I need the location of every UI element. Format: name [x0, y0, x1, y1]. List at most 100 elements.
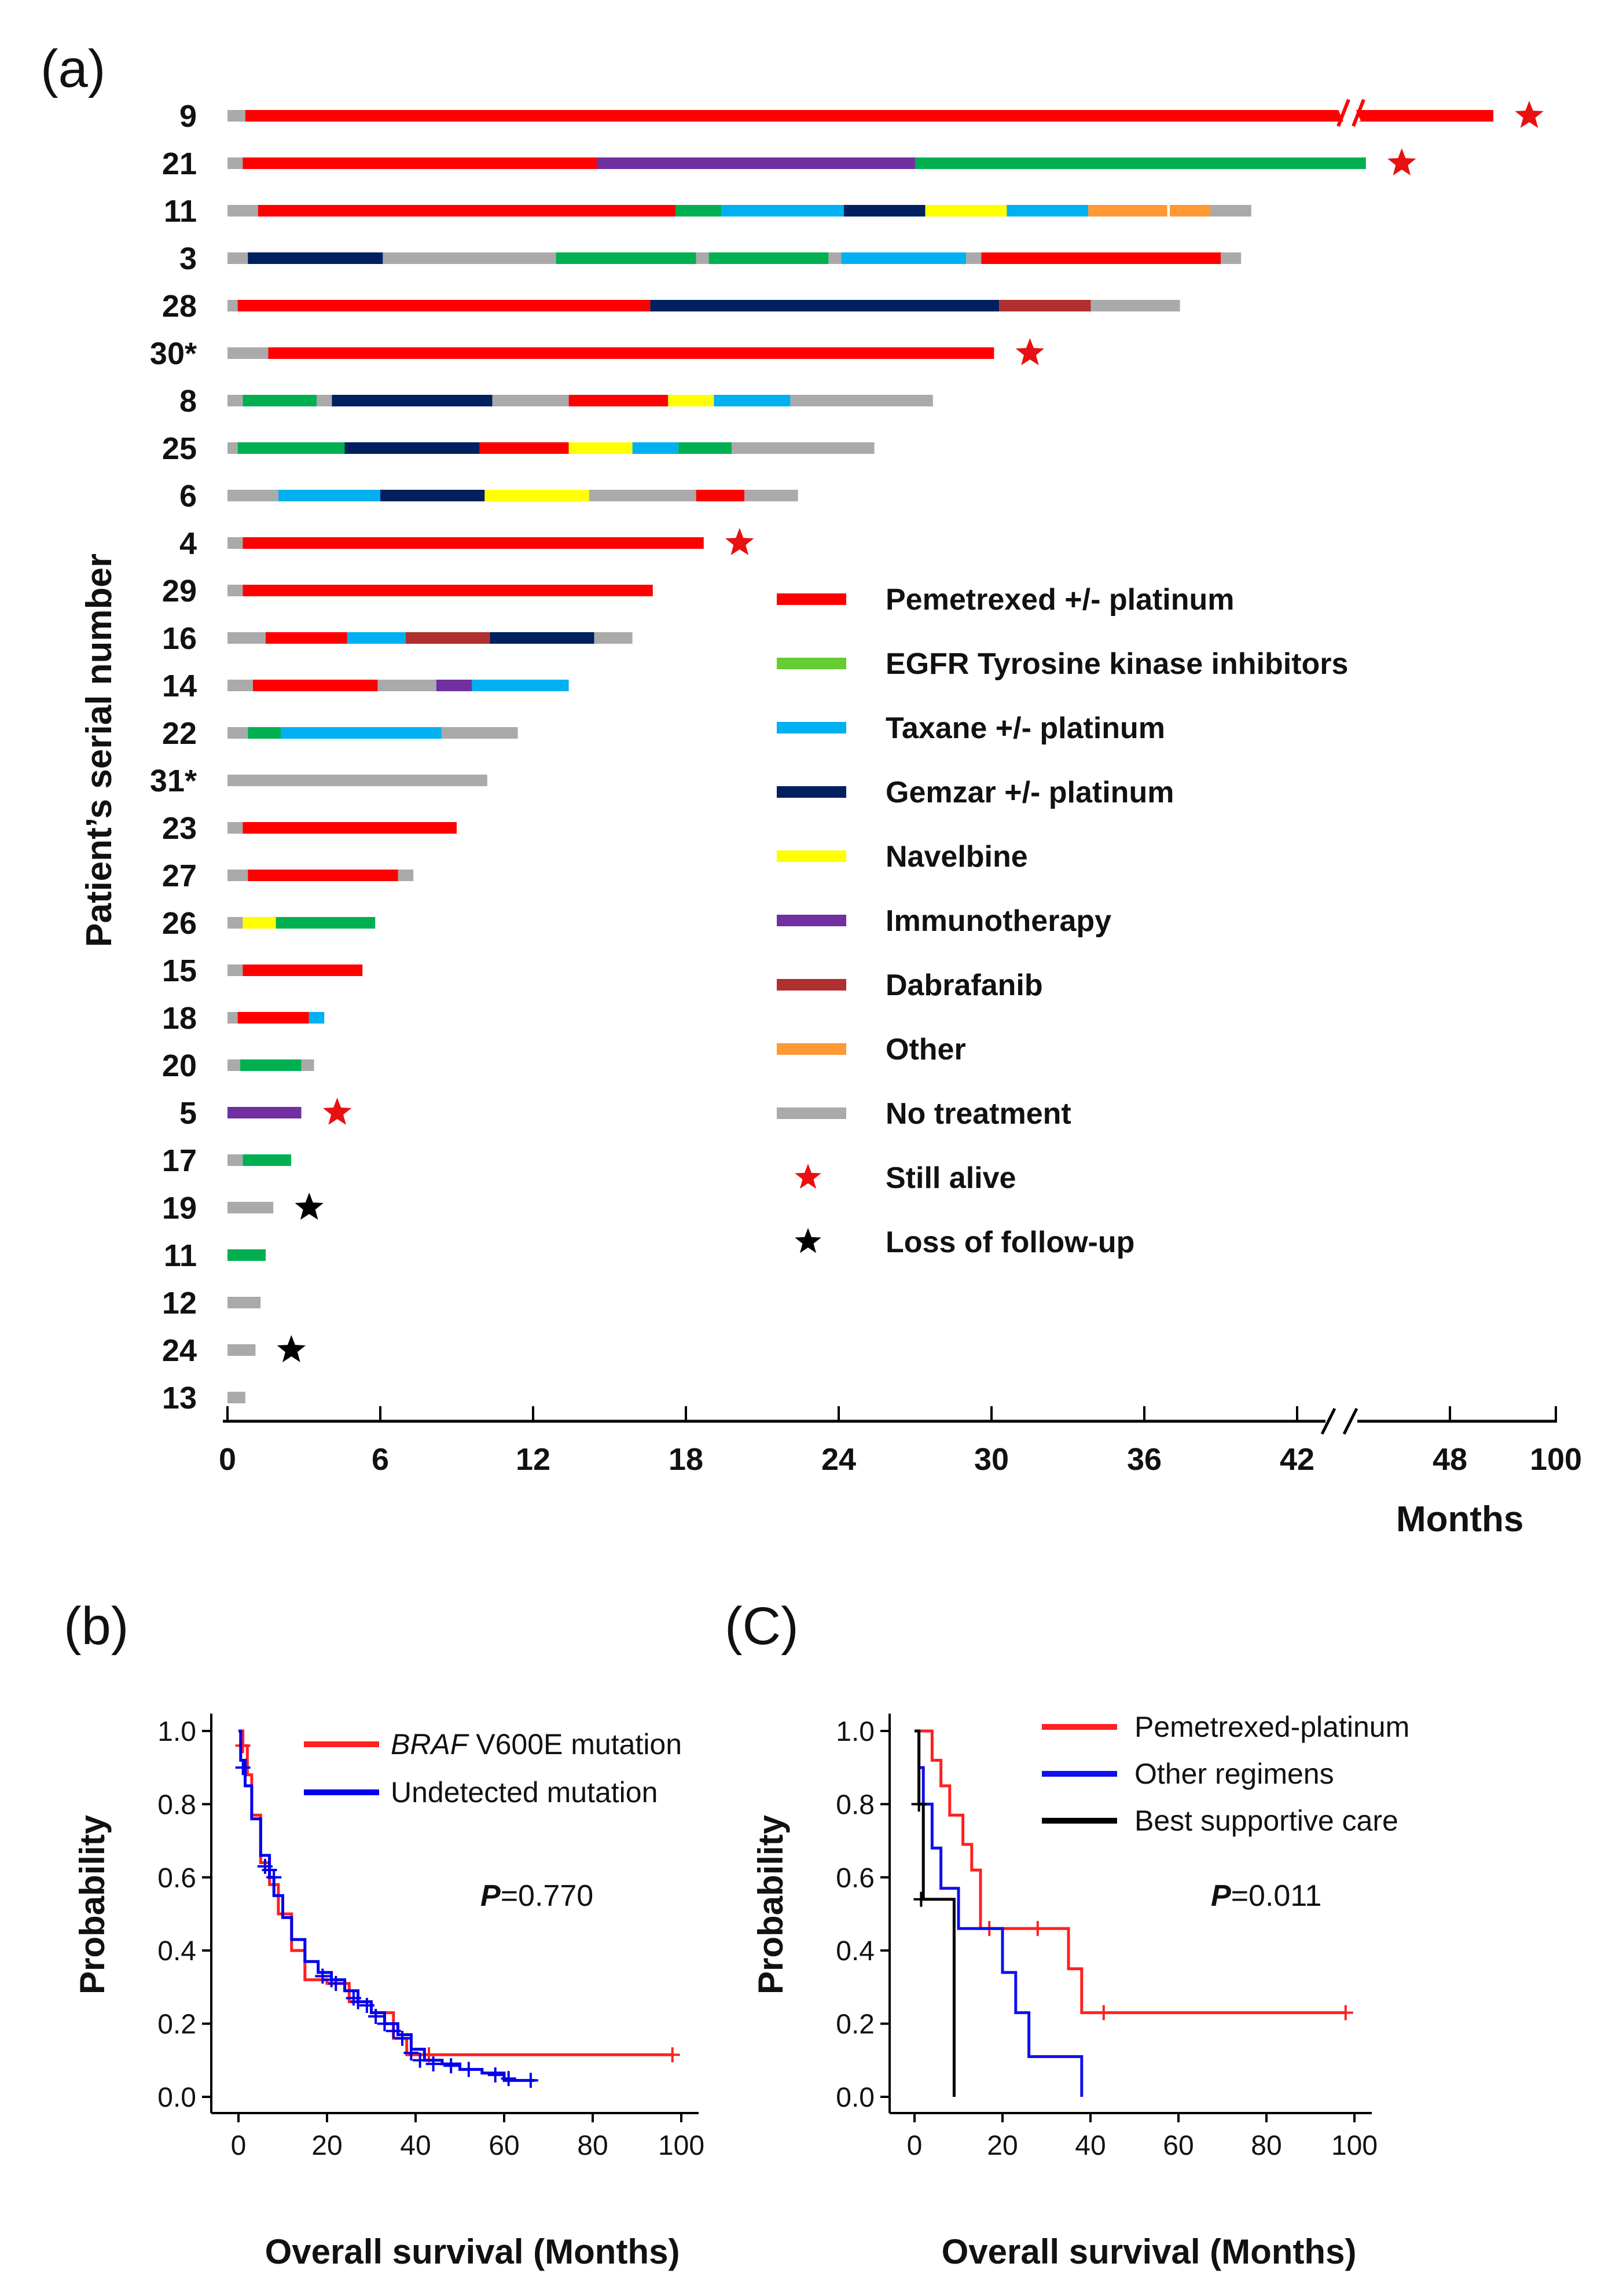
patient-label-23: 23 — [162, 811, 197, 846]
bar-segment-29-1-pemetrexed-platinum — [243, 585, 653, 596]
bar-segment-16-4-gemzar-platinum — [490, 632, 594, 644]
bar-segment-26-0-no-treatment — [227, 917, 243, 929]
bar-segment-18-1-pemetrexed-platinum — [237, 1012, 309, 1024]
patient-label-4: 4 — [179, 526, 197, 561]
bar-segment-27-0-no-treatment — [227, 870, 248, 881]
patient-label-29: 29 — [162, 574, 197, 608]
outcome-markers — [277, 101, 1544, 1362]
bar-segment-31-0-no-treatment — [227, 775, 487, 786]
km-censor-undetected-mutation-9 — [359, 1998, 374, 2013]
bar-segment-22-3-no-treatment — [441, 727, 518, 739]
km-censor-undetected-mutation-18 — [461, 2062, 476, 2077]
km-x-tick-label-20: 20 — [311, 2130, 342, 2161]
panel-a-letter: (a) — [41, 39, 105, 98]
patient-label-8: 8 — [179, 384, 197, 419]
bar-segment-22-1-egfr-tyrosine-kinase-inhibitors — [248, 727, 281, 739]
legend-label-no-treatment: No treatment — [886, 1097, 1071, 1131]
marker-still-alive-5 — [322, 1098, 352, 1125]
bar-segment-3-3-egfr-tyrosine-kinase-inhibitors — [556, 252, 696, 264]
km-p-value-italic: P — [1211, 1879, 1231, 1913]
legend-label-other: Other — [886, 1033, 966, 1066]
km-censor-undetected-mutation-6 — [328, 1976, 344, 1991]
km-x-tick-label-0: 0 — [907, 2130, 923, 2161]
bar-segment-16-0-no-treatment — [227, 632, 266, 644]
axis-break-gap — [1334, 94, 1361, 127]
km-x-tick-label-80: 80 — [1251, 2130, 1281, 2161]
bar-segment-3-9-pemetrexed-platinum — [981, 252, 1221, 264]
bar-segment-8-8-no-treatment — [790, 395, 933, 406]
bar-segment-6-1-taxane-platinum — [278, 490, 380, 501]
bar-segment-25-3-pemetrexed-platinum — [479, 442, 569, 454]
bar-segment-28-3-dabrafanib — [999, 300, 1091, 311]
patient-label-5: 5 — [179, 1096, 197, 1131]
patient-label-17: 17 — [162, 1143, 197, 1178]
patient-label-14: 14 — [162, 669, 197, 703]
bar-segment-11-8-other — [1170, 205, 1211, 217]
treatment-legend: Pemetrexed +/- platinum EGFR Tyrosine kin… — [777, 583, 1348, 1259]
bar-segment-17-1-egfr-tyrosine-kinase-inhibitors — [243, 1154, 291, 1166]
km-x-tick-label-100: 100 — [658, 2130, 704, 2161]
km-y-tick-label-0.2: 0.2 — [836, 2009, 875, 2040]
km-censor-pemetrexed-platinum-1 — [1030, 1921, 1045, 1936]
patient-label-25: 25 — [162, 431, 197, 466]
km-censor-best-supportive-care-0 — [911, 1796, 927, 1812]
bar-segment-11-7-other — [1088, 205, 1167, 217]
km-censor-braf-v600e-mutation-2 — [664, 2047, 680, 2063]
km-censor-pemetrexed-platinum-3 — [1338, 2005, 1353, 2020]
bar-segment-11-3-taxane-platinum — [721, 205, 844, 217]
bar-segment-30-0-no-treatment — [227, 347, 269, 359]
bar-segment-6-6-no-treatment — [744, 490, 798, 501]
x-tick-label-18: 18 — [669, 1442, 703, 1477]
km-y-tick-label-0.0: 0.0 — [157, 2082, 196, 2113]
bar-segment-11-4-gemzar-platinum — [843, 205, 926, 217]
legend-label-immunotherapy: Immunotherapy — [886, 904, 1111, 938]
patient-label-30: 30* — [150, 336, 197, 371]
panel-c-letter: (C) — [725, 1597, 799, 1656]
km-legend-label-other-regimens: Other regimens — [1134, 1758, 1334, 1790]
marker-loss-of-follow-up-24 — [277, 1335, 306, 1362]
legend-swatch-pemetrexed-platinum — [777, 593, 846, 605]
km-x-tick-label-60: 60 — [489, 2130, 519, 2161]
x-axis-break-mark-right — [1342, 1407, 1358, 1435]
km-censor-undetected-mutation-11 — [377, 2016, 392, 2031]
legend-swatch-no-treatment — [777, 1107, 846, 1119]
bar-segment-22-2-taxane-platinum — [281, 727, 442, 739]
km-censor-undetected-mutation-17 — [443, 2058, 459, 2074]
bar-segment-24-0-no-treatment — [227, 1344, 256, 1356]
bar-segment-8-5-pemetrexed-platinum — [568, 395, 669, 406]
km-censor-undetected-mutation-14 — [403, 2045, 419, 2061]
bar-segment-8-7-taxane-platinum — [714, 395, 791, 406]
bar-segment-26-2-egfr-tyrosine-kinase-inhibitors — [276, 917, 376, 929]
legend-label-gemzar-platinum: Gemzar +/- platinum — [886, 776, 1174, 809]
patient-label-24: 24 — [162, 1333, 197, 1368]
x-tick-label-30: 30 — [974, 1442, 1009, 1477]
km-panel-c: (C) 0.0 0.2 0.4 0.6 0.8 1.0 0 20 40 60 80 100 P=0.01… — [725, 1597, 1409, 2271]
legend-label-egfr-tyrosine-kinase-inhibitors: EGFR Tyrosine kinase inhibitors — [886, 647, 1348, 681]
bar-segment-22-0-no-treatment — [227, 727, 248, 739]
km-censor-undetected-mutation-0 — [235, 1760, 251, 1776]
x-tick-label-6: 6 — [372, 1442, 389, 1477]
km-x-tick-label-40: 40 — [1075, 2130, 1106, 2161]
bar-segment-28-2-gemzar-platinum — [650, 300, 1000, 311]
patient-label-11: 11 — [164, 1238, 197, 1273]
bar-segment-27-2-no-treatment — [398, 870, 414, 881]
bar-segment-14-4-taxane-platinum — [472, 680, 569, 691]
legend-swatch-taxane-platinum — [777, 722, 846, 733]
legend-swatch-dabrafanib — [777, 979, 846, 991]
km-y-tick-label-0.6: 0.6 — [157, 1863, 196, 1894]
patient-label-11: 11 — [164, 194, 197, 229]
legend-label-dabrafanib: Dabrafanib — [886, 969, 1043, 1002]
marker-loss-of-follow-up-19 — [295, 1193, 324, 1220]
legend-swatch-egfr-tyrosine-kinase-inhibitors — [777, 658, 846, 669]
bar-segment-14-1-pemetrexed-platinum — [253, 680, 378, 691]
bar-segment-4-0-no-treatment — [227, 537, 243, 549]
bar-segment-16-5-no-treatment — [594, 632, 633, 644]
bar-segment-16-2-taxane-platinum — [347, 632, 406, 644]
km-censor-undetected-mutation-3 — [266, 1869, 282, 1885]
bar-segment-20-0-no-treatment — [227, 1059, 240, 1071]
km-c-x-axis-title: Overall survival (Months) — [942, 2232, 1357, 2271]
bar-segment-15-1-pemetrexed-platinum — [243, 964, 363, 976]
bar-segment-3-8-no-treatment — [966, 252, 982, 264]
bar-segment-28-4-no-treatment — [1090, 300, 1180, 311]
